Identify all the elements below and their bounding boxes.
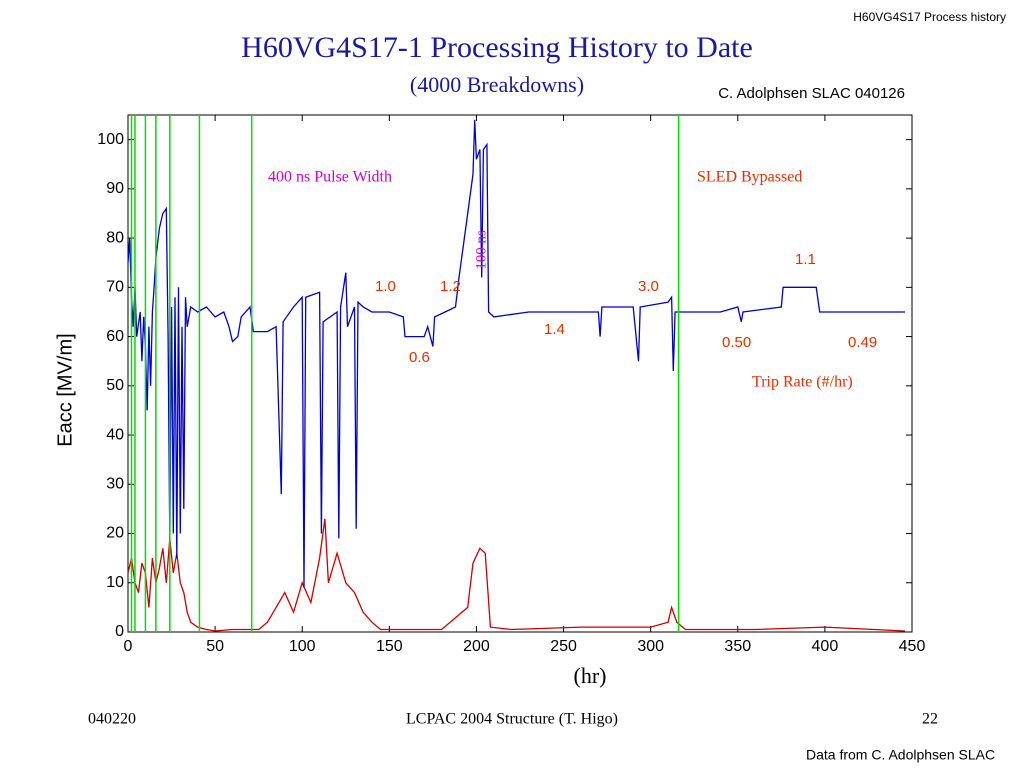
x-tick-label: 0 (124, 638, 133, 655)
annotation: 0.49 (848, 334, 877, 351)
y-tick-label: 100 (97, 131, 124, 148)
y-tick-label: 60 (106, 328, 124, 345)
annotation: 1.0 (375, 278, 396, 295)
y-tick-label: 0 (115, 623, 124, 640)
annotation: SLED Bypassed (697, 169, 802, 186)
annotation: 400 ns Pulse Width (268, 169, 392, 186)
x-tick-label: 200 (463, 638, 490, 655)
data-line (127, 518, 906, 632)
footer-right: 22 (922, 711, 938, 728)
chart-subtitle: (4000 Breakdowns) (410, 72, 584, 97)
y-tick-label: 20 (106, 525, 124, 542)
y-axis-label: Eacc [MV/m] (54, 333, 76, 446)
annotation: Trip Rate (#/hr) (752, 374, 853, 391)
annotation: 0.50 (722, 334, 751, 351)
x-tick-label: 350 (724, 638, 751, 655)
annotation: 3.0 (638, 278, 659, 295)
x-tick-label: 450 (899, 638, 926, 655)
y-tick-label: 80 (106, 229, 124, 246)
header: H60VG4S17 Process history (853, 10, 1006, 24)
x-tick-label: 300 (637, 638, 664, 655)
x-tick-label: 150 (376, 638, 403, 655)
annotation: 1.1 (795, 251, 816, 268)
annotation: 0.6 (409, 349, 430, 366)
annotation: 1.4 (544, 321, 565, 338)
annotation: 100 ns (473, 230, 489, 270)
credit: C. Adolphsen SLAC 040126 (718, 85, 905, 102)
y-tick-label: 40 (106, 426, 124, 443)
footer-left: 040220 (88, 711, 136, 728)
footer-note: Data from C. Adolphsen SLAC (806, 747, 995, 763)
y-tick-label: 30 (106, 476, 124, 493)
y-tick-label: 50 (106, 377, 124, 394)
y-tick-label: 70 (106, 279, 124, 296)
annotation: 1.2 (440, 278, 461, 295)
x-tick-label: 100 (289, 638, 316, 655)
plot-area (127, 114, 913, 633)
x-axis-label: (hr) (574, 663, 607, 688)
plot: 0 50 100 150 200 250 300 350 400 450 0 10 20 30 40 50 60… (97, 114, 926, 655)
y-tick-label: 10 (106, 574, 124, 591)
x-tick-label: 400 (812, 638, 839, 655)
x-tick-label: 50 (206, 638, 224, 655)
y-tick-label: 90 (106, 180, 124, 197)
x-tick-label: 250 (550, 638, 577, 655)
data-line (127, 119, 905, 588)
footer-center: LCPAC 2004 Structure (T. Higo) (406, 711, 618, 728)
chart-title: H60VG4S17-1 Processing History to Date (241, 31, 753, 64)
